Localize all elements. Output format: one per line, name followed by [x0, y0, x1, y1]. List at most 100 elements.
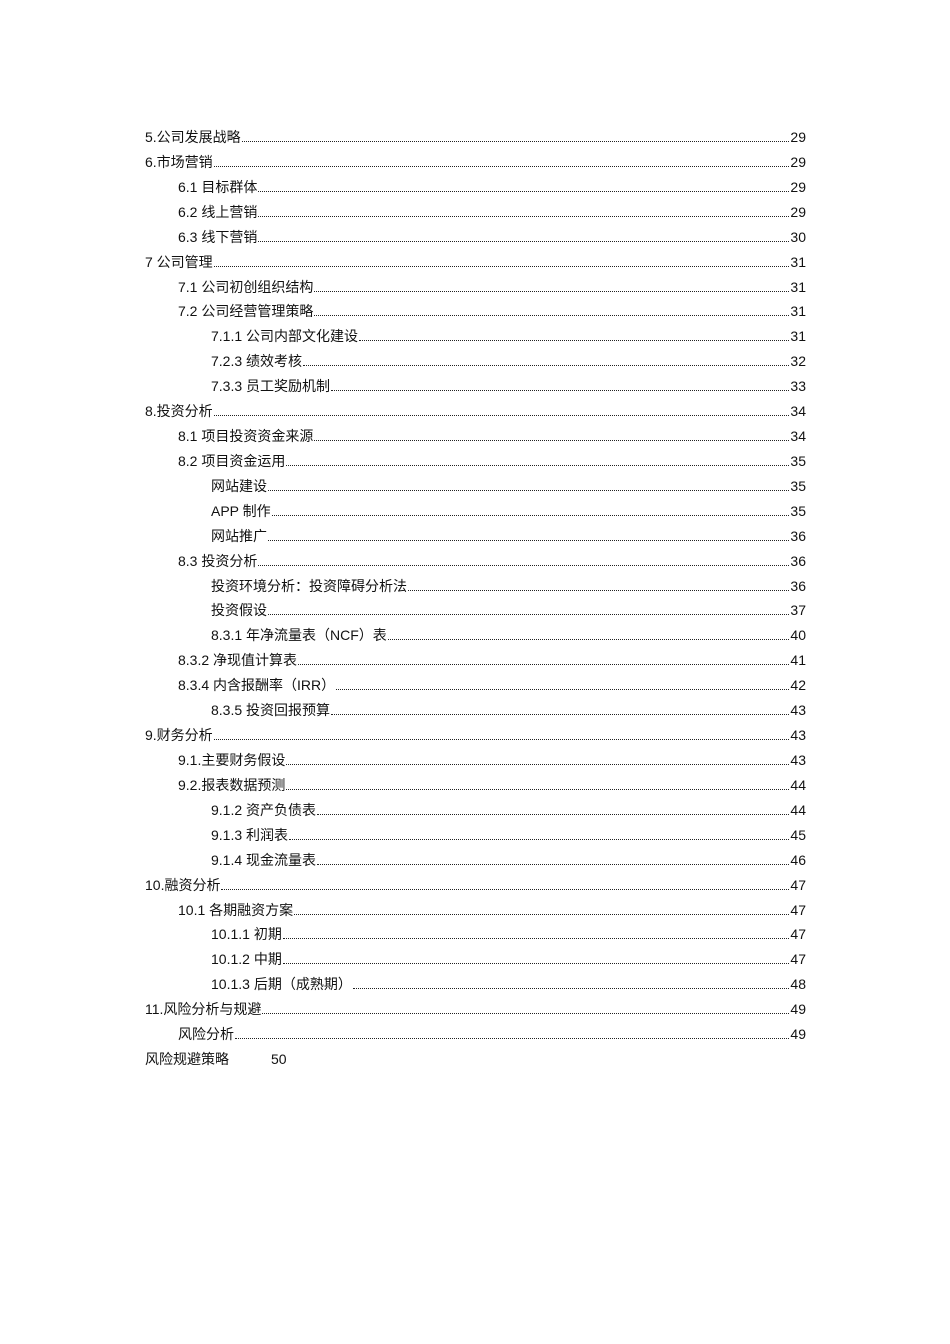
toc-leader-dots [387, 625, 790, 645]
toc-entry[interactable]: 10.1.1 初期 47 [211, 924, 806, 944]
toc-entry-title: 9.1.3 利润表 [211, 826, 289, 843]
toc-entry-title: 6.3 线下营销 [178, 228, 258, 245]
toc-entry-title: 10.1.3 后期（成熟期） [211, 976, 352, 993]
toc-entry[interactable]: 7 公司管理 31 [145, 252, 806, 272]
toc-entry-page-number: 43 [790, 727, 806, 744]
toc-entry-page-number: 47 [790, 951, 806, 968]
toc-leader-dots [286, 750, 790, 770]
toc-entry-page-number: 35 [790, 502, 806, 519]
toc-entry-page-number: 34 [790, 428, 806, 445]
toc-leader-dots [317, 850, 790, 870]
toc-entry-page-number: 41 [790, 652, 806, 669]
toc-entry[interactable]: 8.3.4 内含报酬率（IRR） 42 [178, 675, 806, 695]
toc-leader-dots [268, 600, 790, 620]
toc-entry-page-number: 48 [790, 976, 806, 993]
toc-entry-page-number: 45 [790, 826, 806, 843]
toc-leader-dots [271, 501, 790, 521]
toc-entry-page-number: 31 [790, 278, 806, 295]
toc-entry[interactable]: 8.1 项目投资资金来源 34 [178, 426, 806, 446]
toc-entry[interactable]: 风险分析 49 [178, 1024, 806, 1044]
toc-entry-title: 投资假设 [211, 602, 267, 619]
toc-entry[interactable]: 8.3.5 投资回报预算 43 [211, 700, 806, 720]
toc-entry-page-number: 31 [790, 328, 806, 345]
toc-entry[interactable]: 网站建设 35 [211, 476, 806, 496]
toc-leader-dots [258, 551, 790, 571]
toc-entry-page-number: 35 [790, 452, 806, 469]
toc-entry-title: 7.3.3 员工奖励机制 [211, 378, 331, 395]
toc-entry-page-number: 31 [790, 303, 806, 320]
toc-entry[interactable]: 8.2 项目资金运用 35 [178, 451, 806, 471]
toc-entry[interactable]: 9.1.3 利润表 45 [211, 825, 806, 845]
toc-leader-dots [213, 401, 790, 421]
toc-entry[interactable]: 投资假设 37 [211, 600, 806, 620]
toc-entry-page-number: 32 [790, 353, 806, 370]
toc-entry-page-number: 29 [790, 153, 806, 170]
toc-entry[interactable]: 8.3.2 净现值计算表 41 [178, 650, 806, 670]
toc-entry-page-number: 29 [790, 203, 806, 220]
toc-entry[interactable]: 9.财务分析 43 [145, 725, 806, 745]
toc-entry[interactable]: 7.2.3 绩效考核 32 [211, 351, 806, 371]
toc-entry[interactable]: 9.2.报表数据预测 44 [178, 775, 806, 795]
toc-entry-title: 风险规避策略 [145, 1051, 229, 1068]
toc-entry-page-number: 42 [790, 677, 806, 694]
toc-entry[interactable]: 7.1 公司初创组织结构 31 [178, 277, 806, 297]
toc-entry[interactable]: 6.1 目标群体 29 [178, 177, 806, 197]
toc-entry[interactable]: APP 制作 35 [211, 501, 806, 521]
toc-leader-dots [258, 202, 790, 222]
toc-entry[interactable]: 9.1.2 资产负债表 44 [211, 800, 806, 820]
toc-entry-page-number: 47 [790, 876, 806, 893]
toc-entry-page-number: 30 [790, 228, 806, 245]
toc-entry-title: 6.1 目标群体 [178, 178, 258, 195]
toc-entry-title: 8.3.4 内含报酬率（IRR） [178, 677, 336, 694]
toc-entry[interactable]: 9.1.主要财务假设 43 [178, 750, 806, 770]
toc-entry-page-number: 44 [790, 776, 806, 793]
toc-entry-title: 9.1.主要财务假设 [178, 752, 286, 768]
toc-entry[interactable]: 6.3 线下营销 30 [178, 227, 806, 247]
toc-entry-page-number: 33 [790, 378, 806, 395]
toc-entry-title: 7.2 公司经营管理策略 [178, 303, 314, 320]
toc-entry-page-number: 46 [790, 851, 806, 868]
toc-leader-dots [298, 650, 790, 670]
toc-leader-dots [314, 301, 790, 321]
toc-entry[interactable]: 11.风险分析与规避 49 [145, 999, 806, 1019]
toc-entry[interactable]: 10.1 各期融资方案 47 [178, 900, 806, 920]
toc-entry[interactable]: 8.3 投资分析 36 [178, 551, 806, 571]
toc-entry-title: 9.1.4 现金流量表 [211, 851, 317, 868]
toc-entry-title: 6.2 线上营销 [178, 203, 258, 220]
toc-entry-title: 网站建设 [211, 477, 267, 494]
toc-entry[interactable]: 网站推广 36 [211, 526, 806, 546]
toc-leader-dots [235, 1024, 790, 1044]
toc-leader-dots [286, 451, 790, 471]
toc-leader-dots [258, 177, 790, 197]
toc-leader-dots [282, 924, 790, 944]
toc-entry[interactable]: 9.1.4 现金流量表 46 [211, 850, 806, 870]
toc-entry-page-number: 36 [790, 552, 806, 569]
toc-entry[interactable]: 8.投资分析 34 [145, 401, 806, 421]
toc-entry[interactable]: 7.2 公司经营管理策略 31 [178, 301, 806, 321]
toc-entry[interactable]: 7.1.1 公司内部文化建设 31 [211, 326, 806, 346]
toc-entry[interactable]: 7.3.3 员工奖励机制 33 [211, 376, 806, 396]
toc-leader-dots [213, 152, 790, 172]
toc-entry-title: APP 制作 [211, 502, 271, 519]
toc-entry-page-number: 47 [790, 926, 806, 943]
toc-entry-page-number: 37 [790, 602, 806, 619]
toc-entry-title: 投资环境分析：投资障碍分析法 [211, 577, 407, 594]
toc-entry-page-number: 40 [790, 627, 806, 644]
toc-entry[interactable]: 投资环境分析：投资障碍分析法 36 [211, 576, 806, 596]
toc-leader-dots [262, 999, 790, 1019]
toc-entry[interactable]: 10.融资分析 47 [145, 875, 806, 895]
toc-leader-dots [258, 227, 790, 247]
toc-entry[interactable]: 8.3.1 年净流量表（NCF）表 40 [211, 625, 806, 645]
toc-leader-dots [359, 326, 790, 346]
toc-entry[interactable]: 风险规避策略 50 [145, 1049, 806, 1069]
toc-entry-page-number: 31 [790, 253, 806, 270]
toc-entry[interactable]: 10.1.3 后期（成熟期） 48 [211, 974, 806, 994]
toc-entry[interactable]: 6.2 线上营销 29 [178, 202, 806, 222]
toc-entry-page-number: 44 [790, 801, 806, 818]
toc-entry[interactable]: 5.公司发展战略 29 [145, 127, 806, 147]
toc-entry[interactable]: 10.1.2 中期 47 [211, 949, 806, 969]
toc-leader-dots [336, 675, 790, 695]
toc-leader-dots [289, 825, 790, 845]
toc-entry[interactable]: 6.市场营销 29 [145, 152, 806, 172]
toc-entry-title: 9.2.报表数据预测 [178, 776, 286, 793]
